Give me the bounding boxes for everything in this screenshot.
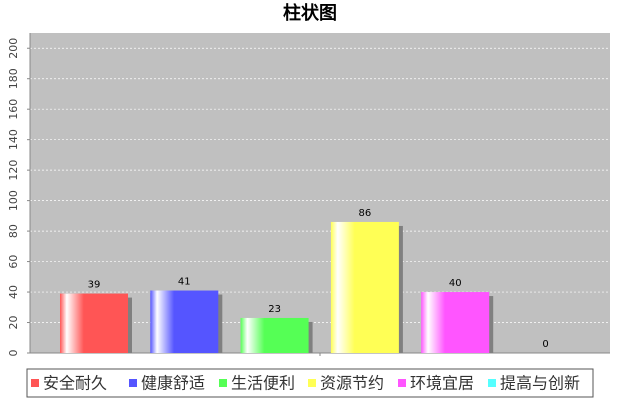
y-tick-label: 140 xyxy=(7,129,20,150)
bar xyxy=(150,290,219,353)
bar xyxy=(60,293,128,353)
y-tick-label: 60 xyxy=(7,255,20,269)
y-tick-label: 40 xyxy=(7,285,20,299)
chart-title: 柱状图 xyxy=(283,2,337,24)
value-label: 23 xyxy=(268,304,281,315)
y-tick-label: 200 xyxy=(7,38,20,59)
legend-text: 环境宜居 xyxy=(410,374,474,393)
legend-marker xyxy=(129,379,137,387)
legend-text: 资源节约 xyxy=(320,374,384,393)
y-tick-label: 20 xyxy=(7,316,20,330)
value-label: 41 xyxy=(178,277,191,288)
y-tick-label: 120 xyxy=(7,160,20,181)
bar xyxy=(421,292,490,353)
y-tick-label: 160 xyxy=(7,99,20,120)
y-tick-label: 180 xyxy=(7,68,20,89)
legend-text: 提高与创新 xyxy=(500,374,580,393)
legend-marker xyxy=(308,379,316,387)
y-tick-label: 80 xyxy=(7,224,20,238)
y-tick-label: 0 xyxy=(7,350,20,357)
value-label: 86 xyxy=(359,208,372,219)
legend-marker xyxy=(488,379,496,387)
value-label: 39 xyxy=(88,280,101,291)
legend-text: 健康舒适 xyxy=(141,374,205,393)
value-label: 40 xyxy=(449,278,462,289)
bar xyxy=(330,221,399,353)
value-label: 0 xyxy=(542,339,548,350)
legend-marker xyxy=(219,379,227,387)
bar xyxy=(240,317,309,353)
y-tick-label: 100 xyxy=(7,190,20,211)
legend-text: 生活便利 xyxy=(231,374,295,393)
legend-marker xyxy=(31,379,39,387)
legend-marker xyxy=(398,379,406,387)
legend-text: 安全耐久 xyxy=(43,374,107,393)
